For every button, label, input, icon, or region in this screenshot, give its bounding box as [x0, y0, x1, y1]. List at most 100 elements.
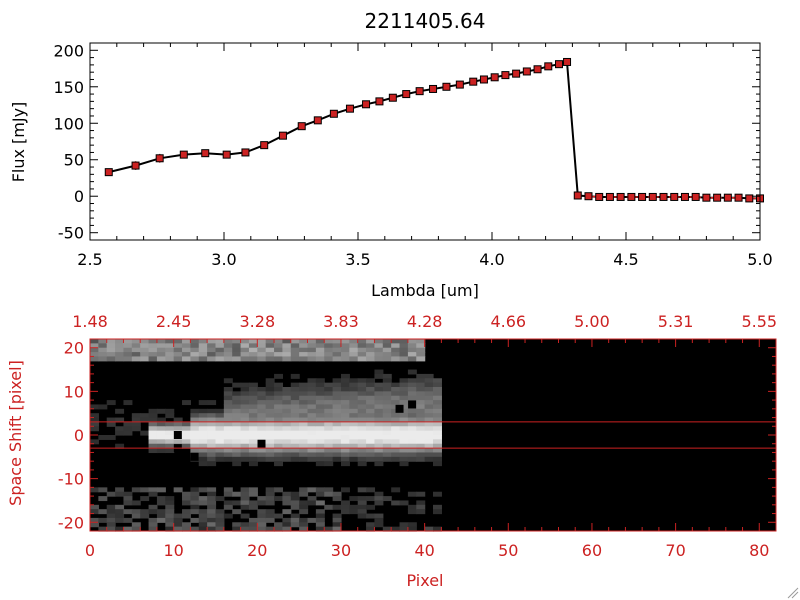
image-cell: [190, 352, 200, 358]
image-cell: [340, 421, 350, 427]
image-cell: [90, 356, 99, 362]
image-cell: [315, 421, 325, 427]
image-cell: [332, 395, 342, 401]
image-cell: [424, 417, 434, 423]
image-cell: [399, 408, 409, 414]
image-cell: [274, 461, 284, 467]
image-cell: [148, 430, 158, 436]
image-cell: [282, 500, 292, 506]
image-cell: [416, 509, 426, 515]
image-cell: [232, 413, 242, 419]
image-cell: [156, 426, 166, 432]
image-cell: [424, 373, 434, 379]
image-cell: [433, 504, 442, 510]
image-cell: [290, 456, 300, 462]
image-cell: [207, 443, 217, 449]
image-cell: [416, 339, 426, 344]
image-top-tick-label: 3.28: [240, 312, 276, 331]
image-cell: [340, 339, 350, 344]
image-cell: [223, 356, 233, 362]
image-cell: [140, 339, 150, 344]
image-cell: [198, 400, 208, 406]
image-cell: [240, 400, 250, 406]
image-cell: [115, 343, 125, 349]
image-cell: [290, 496, 300, 502]
image-cell: [315, 456, 325, 462]
image-cell: [315, 339, 325, 344]
image-cell: [424, 400, 434, 406]
image-cell: [290, 391, 300, 397]
image-cell: [90, 426, 99, 432]
image-cell: [374, 452, 384, 458]
image-cell: [290, 404, 300, 410]
image-cell: [165, 343, 175, 349]
image-cell: [106, 526, 116, 532]
image-cell: [332, 387, 342, 392]
image-cell: [223, 343, 233, 349]
image-cell: [198, 339, 208, 344]
image-cell: [240, 439, 250, 445]
image-cell: [282, 435, 292, 440]
image-cell: [299, 404, 309, 410]
image-cell: [265, 430, 275, 436]
image-cell: [433, 435, 442, 440]
image-cell: [382, 426, 392, 432]
image-cell: [299, 408, 309, 414]
image-cell: [374, 448, 384, 454]
image-cell: [257, 496, 267, 502]
image-cell: [391, 452, 401, 458]
image-cell: [207, 491, 217, 497]
image-cell: [265, 352, 275, 358]
image-cell: [207, 439, 217, 445]
image-cell: [123, 509, 133, 515]
image-cell: [366, 526, 376, 532]
image-cell: [357, 487, 367, 493]
image-cell: [90, 509, 99, 515]
image-cell: [340, 404, 350, 410]
data-point: [241, 148, 250, 157]
image-cell: [349, 347, 359, 353]
image-cell: [98, 435, 108, 440]
image-cell: [307, 456, 317, 462]
image-cell: [240, 347, 250, 353]
image-cell: [115, 526, 125, 532]
image-cell: [357, 430, 367, 436]
image-cell: [215, 522, 225, 528]
resize-grip-icon[interactable]: [787, 587, 799, 599]
image-cell: [123, 517, 133, 523]
image-cell: [416, 347, 426, 353]
image-cell: [391, 526, 401, 532]
image-cell: [182, 491, 191, 497]
image-cell: [282, 426, 292, 432]
image-cell: [274, 496, 284, 502]
image-cell: [232, 443, 242, 449]
image-cell: [315, 435, 325, 440]
image-cell: [382, 343, 392, 349]
image-cell: [240, 421, 250, 427]
image-y-tick-label: 20: [64, 339, 84, 358]
image-cell: [223, 491, 233, 497]
image-cell: [265, 487, 275, 493]
image-cell: [190, 343, 200, 349]
image-cell: [391, 443, 401, 449]
image-cell: [340, 395, 350, 401]
image-cell: [274, 443, 284, 449]
image-cell: [240, 443, 250, 449]
data-point: [131, 161, 140, 170]
image-cell: [232, 391, 242, 397]
image-cell: [223, 448, 233, 454]
image-cell: [433, 526, 442, 532]
image-cell: [416, 391, 426, 397]
image-cell: [182, 513, 191, 519]
data-point: [573, 191, 582, 200]
image-cell: [332, 491, 342, 497]
y-tick-label: 150: [53, 78, 84, 97]
image-cell: [391, 456, 401, 462]
image-cell: [148, 339, 158, 344]
image-cell: [182, 443, 191, 449]
image-y-tick-label: -10: [58, 470, 84, 489]
image-cell: [257, 526, 267, 532]
image-cell: [332, 456, 342, 462]
y-tick-label: 200: [53, 41, 84, 60]
image-cell: [257, 413, 267, 419]
